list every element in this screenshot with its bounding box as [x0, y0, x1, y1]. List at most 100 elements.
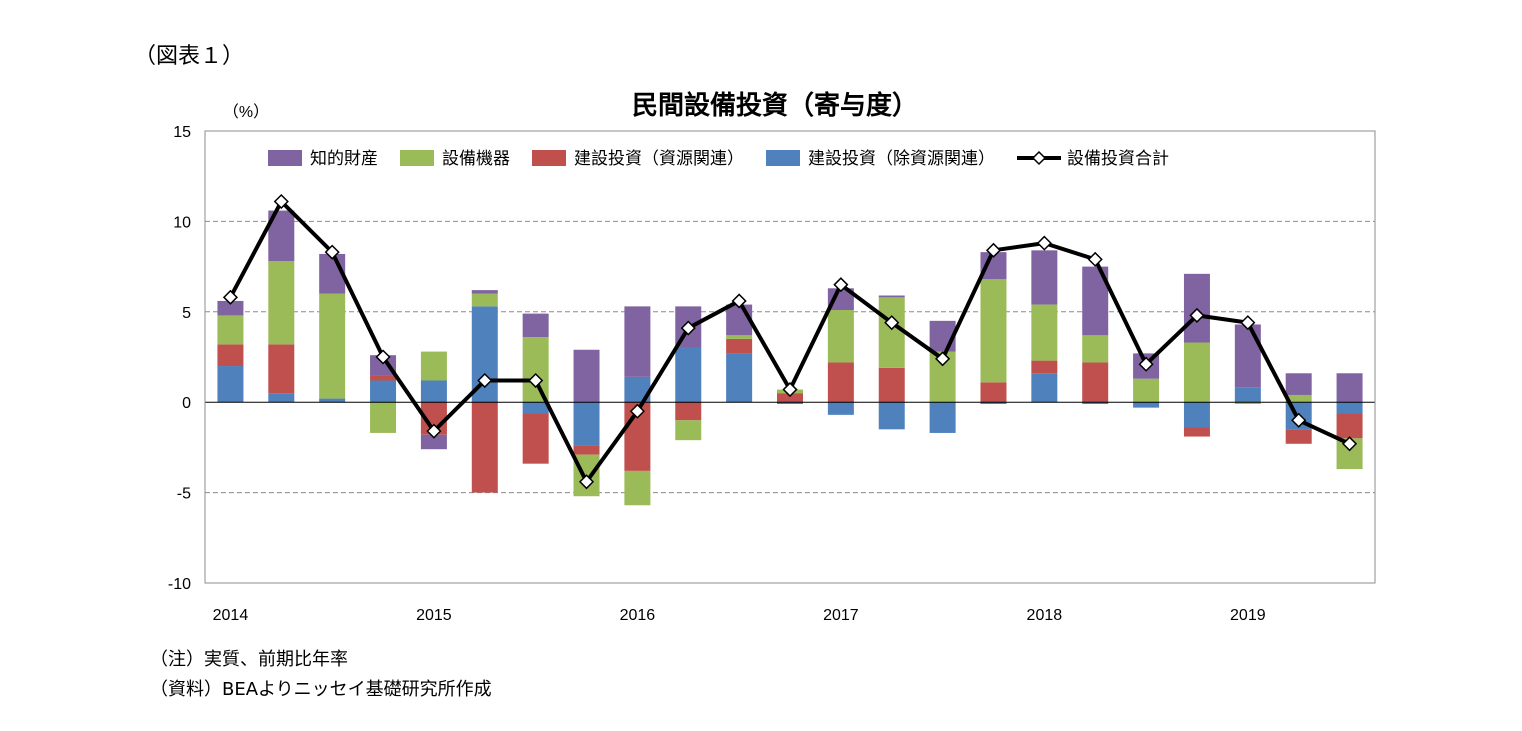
total-marker: [578, 474, 595, 490]
y-tick-label: -10: [168, 576, 191, 593]
bar-segment: [319, 293, 346, 399]
bar-segment: [370, 375, 397, 381]
total-marker: [884, 315, 900, 331]
bar-segment: [1133, 378, 1160, 403]
bar-segment: [522, 402, 549, 414]
bar-segment: [217, 366, 244, 403]
bar-segment: [319, 398, 346, 403]
bar-segment: [370, 355, 397, 376]
bar-segment: [268, 344, 295, 394]
bars: [217, 210, 1363, 506]
legend: 知的財産 設備機器 建設投資（資源関連） 建設投資（除資源関連） 設備投資合計: [268, 149, 1169, 169]
bar-segment: [878, 297, 905, 368]
bar-segment: [522, 337, 549, 403]
bar-segment: [1285, 394, 1312, 403]
bar-segment: [471, 402, 498, 493]
bar-segment: [522, 413, 549, 464]
total-marker: [680, 320, 696, 336]
bar-segment: [726, 338, 753, 354]
total-marker: [1189, 307, 1205, 323]
bar-segment: [573, 445, 600, 455]
bar-segment: [675, 347, 702, 403]
bar-segment: [980, 382, 1007, 403]
bar-segment: [827, 402, 854, 415]
bar-segment: [1285, 373, 1312, 395]
total-marker: [833, 277, 849, 293]
total-marker: [1342, 436, 1358, 452]
legend-label: 建設投資（除資源関連）: [808, 149, 995, 169]
x-tick-label: 2016: [620, 607, 656, 624]
legend-swatch: [532, 150, 566, 166]
bar-segment: [929, 402, 956, 433]
y-tick-labels: -10 -5 0 5 10 15: [168, 124, 191, 593]
bar-segment: [878, 402, 905, 430]
total-marker: [528, 372, 544, 389]
bar-segment: [1133, 402, 1160, 408]
x-tick-label: 2019: [1230, 607, 1266, 624]
bar-segment: [217, 300, 244, 316]
total-marker: [782, 381, 798, 398]
legend-swatch: [268, 150, 302, 166]
bar-segment: [726, 335, 753, 339]
bar-segment: [1234, 387, 1261, 403]
bar-segment: [624, 306, 651, 377]
y-axis-label: （%）: [223, 103, 269, 121]
y-tick-label: 0: [182, 395, 191, 412]
bar-segment: [268, 261, 295, 345]
bar-segment: [675, 420, 702, 441]
bar-segment: [268, 393, 295, 403]
bar-segment: [370, 380, 397, 403]
total-marker: [985, 242, 1002, 258]
bar-segment: [878, 367, 905, 403]
bar-segment: [1031, 304, 1058, 361]
bar-segment: [624, 470, 651, 506]
figure-label: （図表１）: [134, 44, 245, 69]
gridlines: [205, 220, 1375, 494]
legend-swatch: [400, 150, 434, 166]
bar-segment: [1336, 413, 1363, 439]
bar-segment: [1082, 402, 1109, 405]
total-marker: [1240, 315, 1256, 331]
note-text: （注）実質、前期比年率: [150, 649, 348, 670]
total-marker: [375, 349, 391, 365]
bar-segment: [1234, 402, 1261, 405]
y-tick-label: -5: [177, 486, 191, 503]
total-marker: [731, 293, 747, 309]
bar-segment: [471, 293, 498, 307]
bar-segment: [1234, 324, 1261, 388]
legend-label: 知的財産: [310, 149, 378, 169]
source-text: （資料）BEAよりニッセイ基礎研究所作成: [150, 679, 492, 700]
legend-label: 設備投資合計: [1067, 149, 1169, 169]
bar-segment: [420, 380, 447, 403]
bar-segment: [522, 313, 549, 338]
total-marker: [1291, 412, 1307, 428]
bar-segment: [777, 393, 803, 403]
bar-segment: [726, 353, 753, 403]
bar-segment: [777, 402, 803, 405]
bar-segment: [471, 290, 498, 294]
total-marker: [426, 423, 442, 439]
bar-segment: [1336, 373, 1363, 403]
total-marker: [629, 403, 645, 419]
bar-segment: [1031, 360, 1058, 374]
bar-segment: [1336, 402, 1363, 414]
bar-segment: [1285, 429, 1312, 444]
bar-segment: [1183, 402, 1210, 428]
bar-segment: [827, 309, 854, 363]
bar-segment: [420, 434, 447, 450]
total-marker: [1036, 235, 1052, 251]
y-tick-label: 5: [182, 305, 191, 322]
bar-segment: [980, 279, 1007, 383]
legend-label: 建設投資（資源関連）: [574, 149, 744, 169]
total-marker: [273, 193, 289, 210]
chart-title: 民間設備投資（寄与度）: [632, 90, 918, 121]
bar-segment: [217, 315, 244, 345]
bar-segment: [1183, 342, 1210, 403]
total-marker: [324, 244, 340, 260]
legend-label: 設備機器: [442, 149, 510, 169]
bar-segment: [675, 402, 702, 421]
bar-segment: [1183, 427, 1210, 437]
bar-segment: [827, 362, 854, 403]
plot-area-border: [204, 130, 1376, 584]
bar-segment: [370, 402, 397, 433]
